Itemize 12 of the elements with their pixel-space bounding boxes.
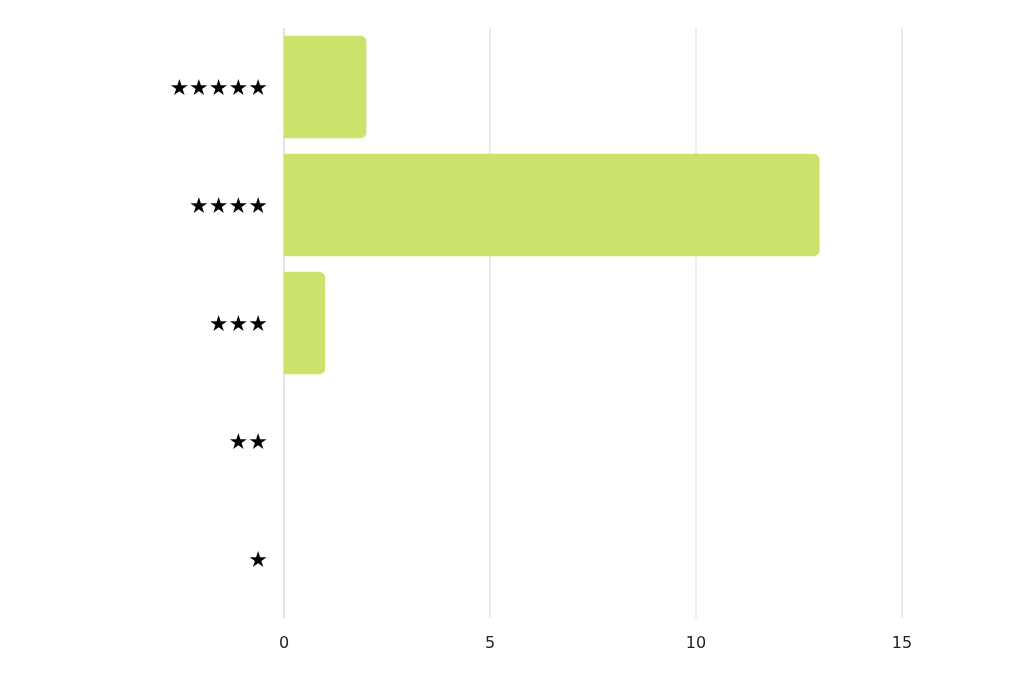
- bar: [284, 35, 367, 139]
- x-tick-label: 10: [685, 633, 707, 652]
- y-tick-label: ★: [248, 546, 268, 572]
- y-tick-label: ★★★: [208, 310, 268, 336]
- y-tick-label: ★★: [228, 428, 268, 454]
- bar: [284, 153, 820, 257]
- x-tick-label: 15: [891, 633, 913, 652]
- bar: [284, 271, 326, 375]
- y-tick-label: ★★★★★: [169, 74, 268, 100]
- x-tick-label: 5: [484, 633, 496, 652]
- x-tick-label: 0: [278, 633, 290, 652]
- y-tick-label: ★★★★: [189, 192, 268, 218]
